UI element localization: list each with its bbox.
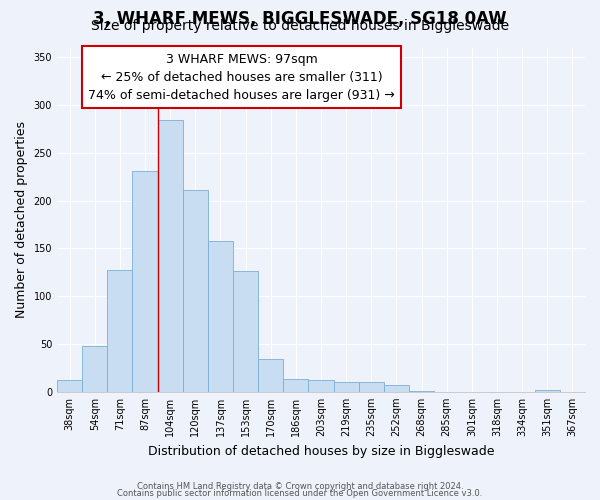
Bar (208, 240, 233, 392)
Text: Size of property relative to detached houses in Biggleswade: Size of property relative to detached ho… (91, 19, 509, 33)
Bar (183, 190, 208, 392)
Bar (334, 382, 359, 392)
Bar (258, 360, 283, 392)
Bar (57, 380, 82, 392)
Bar (384, 385, 409, 392)
Bar (82, 346, 107, 392)
Text: Contains HM Land Registry data © Crown copyright and database right 2024.: Contains HM Land Registry data © Crown c… (137, 482, 463, 491)
Text: Contains public sector information licensed under the Open Government Licence v3: Contains public sector information licen… (118, 488, 482, 498)
Bar (158, 120, 183, 392)
Bar (107, 270, 133, 392)
Y-axis label: Number of detached properties: Number of detached properties (15, 121, 28, 318)
Bar (233, 272, 258, 392)
Bar (133, 171, 158, 392)
Bar (359, 382, 384, 392)
Bar (409, 391, 434, 392)
Text: 3, WHARF MEWS, BIGGLESWADE, SG18 0AW: 3, WHARF MEWS, BIGGLESWADE, SG18 0AW (93, 10, 507, 28)
X-axis label: Distribution of detached houses by size in Biggleswade: Distribution of detached houses by size … (148, 444, 494, 458)
Bar (283, 380, 308, 392)
Bar (308, 380, 334, 392)
Bar (535, 390, 560, 392)
Text: 3 WHARF MEWS: 97sqm
← 25% of detached houses are smaller (311)
74% of semi-detac: 3 WHARF MEWS: 97sqm ← 25% of detached ho… (88, 52, 395, 102)
